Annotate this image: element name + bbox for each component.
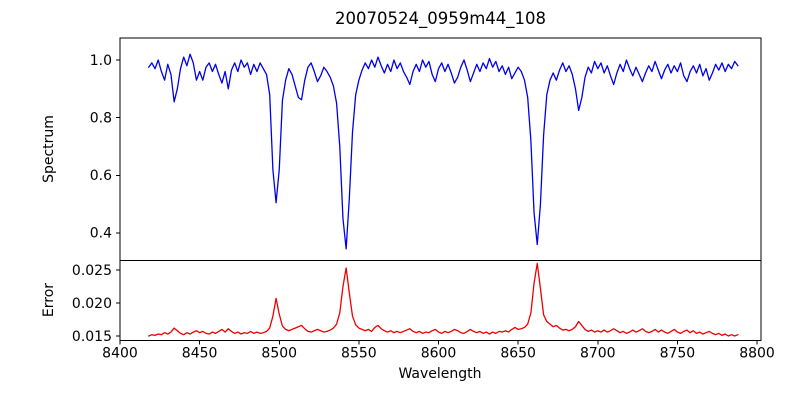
y-tick-label: 0.8 — [90, 110, 112, 126]
x-tick-label: 8600 — [421, 346, 457, 362]
x-tick-label: 8400 — [102, 346, 138, 362]
x-axis-label: Wavelength — [398, 366, 482, 382]
y-tick-label: 1.0 — [90, 53, 112, 69]
y-tick-label: 0.020 — [72, 296, 112, 312]
x-tick-label: 8750 — [660, 346, 696, 362]
error-line — [148, 262, 739, 337]
x-tick-label: 8700 — [580, 346, 616, 362]
error-panel-frame — [119, 260, 762, 341]
x-tick-label: 8800 — [739, 346, 775, 362]
y-tick-label: 0.4 — [90, 226, 112, 242]
spectrum-line — [148, 53, 739, 250]
y-tick-label: 0.6 — [90, 168, 112, 184]
y-tick-label: 0.015 — [72, 329, 112, 345]
chart-title: 20070524_0959m44_108 — [334, 9, 547, 28]
y-tick-label: 0.025 — [72, 263, 112, 279]
x-tick-label: 8550 — [341, 346, 377, 362]
x-tick-label: 8650 — [500, 346, 536, 362]
x-tick-label: 8500 — [261, 346, 297, 362]
x-tick-label: 8450 — [182, 346, 218, 362]
